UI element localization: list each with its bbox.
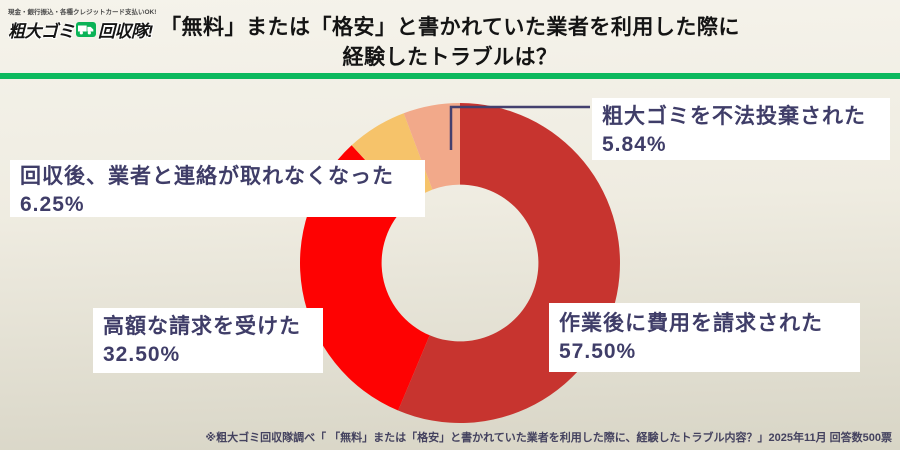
callout-percent: 6.25% bbox=[20, 192, 85, 216]
logo-tagline: 現金・銀行振込・各種クレジットカード支払いOK! bbox=[8, 6, 158, 16]
logo-brand-right: 回収隊! bbox=[98, 22, 153, 41]
logo-brand-left: 粗大ゴミ bbox=[8, 22, 75, 41]
leader-line bbox=[449, 105, 590, 150]
callout-illegal-dumping: 粗大ゴミを不法投棄された 5.84% bbox=[592, 98, 890, 160]
logo-tagline-text: 現金・銀行振込・各種クレジットカード支払いOK! bbox=[8, 9, 157, 16]
callout-label: 高額な請求を受けた bbox=[103, 315, 301, 338]
truck-icon bbox=[76, 22, 96, 37]
brand-logo: 現金・銀行振込・各種クレジットカード支払いOK! 粗大ゴミ 回収隊! bbox=[8, 6, 158, 42]
logo-brand: 粗大ゴミ 回収隊! bbox=[8, 17, 158, 42]
survey-source-note: ※粗大ゴミ回収隊調べ「 「無料」または「格安」と書かれていた業者を利用した際に、… bbox=[205, 432, 892, 444]
callout-overcharged: 高額な請求を受けた 32.50% bbox=[93, 308, 323, 373]
callout-billed-after-work: 作業後に費用を請求された 57.50% bbox=[549, 303, 860, 372]
callout-label: 回収後、業者と連絡が取れなくなった bbox=[20, 165, 394, 188]
callout-percent: 57.50% bbox=[559, 339, 637, 363]
callout-unreachable-after-pickup: 回収後、業者と連絡が取れなくなった 6.25% bbox=[10, 160, 425, 217]
callout-label: 作業後に費用を請求された bbox=[559, 312, 823, 335]
page-title: 「無料」または「格安」と書かれていた業者を利用した際に 経験したトラブルは？ bbox=[160, 16, 740, 69]
callout-label: 粗大ゴミを不法投棄された bbox=[602, 105, 866, 128]
green-divider bbox=[0, 73, 900, 79]
donut-slice bbox=[403, 103, 460, 190]
callout-percent: 5.84% bbox=[602, 132, 667, 156]
callout-percent: 32.50% bbox=[103, 342, 181, 366]
